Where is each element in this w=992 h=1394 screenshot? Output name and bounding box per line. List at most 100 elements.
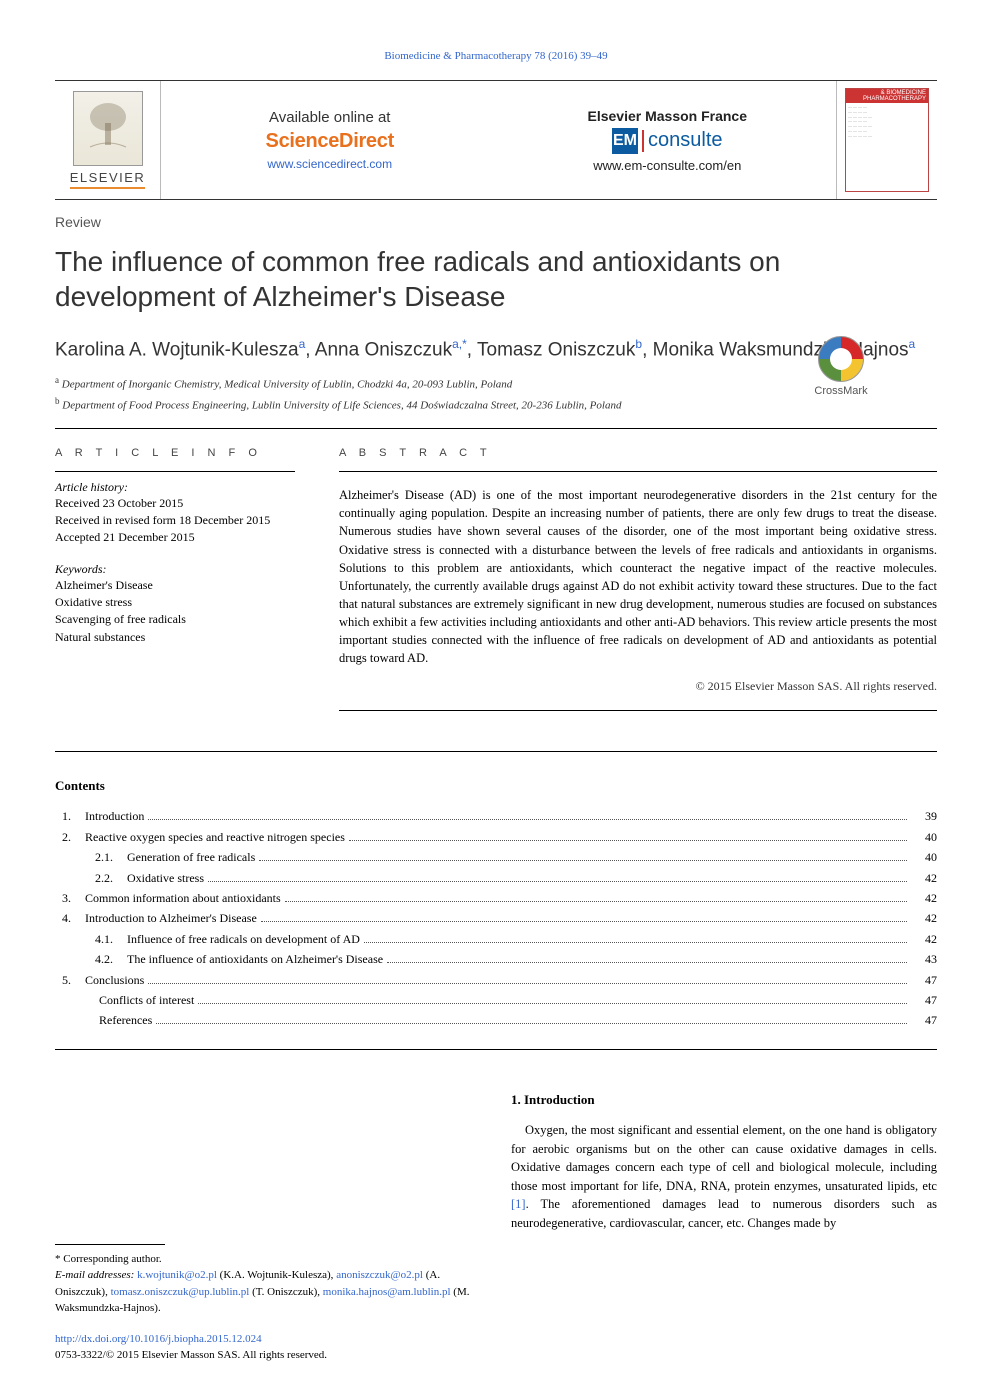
history-item: Accepted 21 December 2015 [55, 529, 295, 546]
toc-title: Conclusions [85, 970, 144, 990]
ref-1-link[interactable]: [1] [511, 1197, 526, 1211]
toc-row[interactable]: 2.2.Oxidative stress 42 [55, 868, 937, 888]
em-consulte-block: Elsevier Masson France EM consulte www.e… [499, 81, 837, 199]
toc-page: 42 [911, 868, 937, 888]
toc-row[interactable]: References 47 [55, 1010, 937, 1030]
toc-title: Generation of free radicals [127, 847, 255, 867]
sciencedirect-link[interactable]: www.sciencedirect.com [267, 157, 392, 171]
em-consulte-link[interactable]: www.em-consulte.com/en [593, 158, 741, 173]
toc-row[interactable]: 4.1.Influence of free radicals on develo… [55, 929, 937, 949]
author-email-link[interactable]: anoniszczuk@o2.pl [333, 1269, 423, 1281]
toc-row[interactable]: 4.2.The influence of antioxidants on Alz… [55, 949, 937, 969]
toc-row[interactable]: 3.Common information about antioxidants … [55, 888, 937, 908]
author-email-who: (T. Oniszczuk), [249, 1286, 320, 1298]
crossmark-badge[interactable]: CrossMark [805, 336, 877, 397]
abstract-text: Alzheimer's Disease (AD) is one of the m… [339, 486, 937, 667]
toc-leader-dots [285, 901, 907, 902]
toc-number: 4.1. [55, 929, 127, 949]
toc-number: 2.2. [55, 868, 127, 888]
journal-cover-thumb: & BIOMEDICINE PHARMACOTHERAPY — — — —— —… [837, 81, 937, 199]
sciencedirect-block: Available online at ScienceDirect www.sc… [161, 81, 499, 199]
toc-title: The influence of antioxidants on Alzheim… [127, 949, 383, 969]
toc-leader-dots [148, 983, 907, 984]
toc-page: 39 [911, 806, 937, 826]
corresponding-author-note: * Corresponding author. [55, 1251, 481, 1268]
abstract-column: A B S T R A C T Alzheimer's Disease (AD)… [339, 447, 937, 725]
article-title: The influence of common free radicals an… [55, 244, 937, 314]
toc-page: 47 [911, 970, 937, 990]
toc-page: 40 [911, 847, 937, 867]
abstract-copyright: © 2015 Elsevier Masson SAS. All rights r… [339, 679, 937, 694]
toc-row[interactable]: 2.1.Generation of free radicals 40 [55, 847, 937, 867]
toc-leader-dots [387, 962, 907, 963]
toc-number: 4. [55, 908, 85, 928]
toc-page: 42 [911, 888, 937, 908]
toc-number: 5. [55, 970, 85, 990]
crossmark-label: CrossMark [814, 385, 867, 397]
table-of-contents: 1.Introduction 392.Reactive oxygen speci… [55, 806, 937, 1030]
email-addresses: E-mail addresses: k.wojtunik@o2.pl (K.A.… [55, 1267, 481, 1317]
toc-title: Conflicts of interest [99, 990, 194, 1010]
toc-title: Oxidative stress [127, 868, 204, 888]
toc-title: Introduction to Alzheimer's Disease [85, 908, 257, 928]
em-square-icon: EM [612, 128, 638, 154]
masthead-center: Available online at ScienceDirect www.sc… [160, 81, 837, 199]
cover-banner: & BIOMEDICINE PHARMACOTHERAPY [846, 89, 928, 103]
em-divider-icon [642, 130, 644, 152]
masthead-strip: ELSEVIER Available online at ScienceDire… [55, 80, 937, 200]
elsevier-logo-block: ELSEVIER [55, 81, 160, 199]
author-email-link[interactable]: k.wojtunik@o2.pl [137, 1269, 217, 1281]
toc-row[interactable]: 2.Reactive oxygen species and reactive n… [55, 827, 937, 847]
toc-title: References [99, 1010, 152, 1030]
email-label: E-mail addresses: [55, 1269, 134, 1281]
article-type-label: Review [55, 214, 937, 230]
available-online-label: Available online at [269, 109, 390, 126]
history-item: Received in revised form 18 December 201… [55, 512, 295, 529]
keywords-label: Keywords: [55, 562, 295, 577]
issn-copyright-line: 0753-3322/© 2015 Elsevier Masson SAS. Al… [55, 1349, 327, 1361]
sciencedirect-logo: ScienceDirect [266, 130, 394, 153]
keyword-item: Oxidative stress [55, 594, 295, 611]
toc-row[interactable]: 5.Conclusions 47 [55, 970, 937, 990]
footnote-rule [55, 1244, 165, 1245]
toc-row[interactable]: 1.Introduction 39 [55, 806, 937, 826]
doi-block: http://dx.doi.org/10.1016/j.biopha.2015.… [55, 1331, 481, 1364]
toc-number: 1. [55, 806, 85, 826]
history-item: Received 23 October 2015 [55, 495, 295, 512]
em-consulte-word: consulte [648, 129, 723, 152]
keyword-item: Alzheimer's Disease [55, 577, 295, 594]
toc-number: 4.2. [55, 949, 127, 969]
toc-leader-dots [198, 1003, 907, 1004]
author-email-link[interactable]: tomasz.oniszczuk@up.lublin.pl [108, 1286, 250, 1298]
doi-link[interactable]: http://dx.doi.org/10.1016/j.biopha.2015.… [55, 1333, 262, 1345]
elsevier-wordmark: ELSEVIER [70, 170, 146, 189]
toc-leader-dots [349, 840, 907, 841]
toc-number: 3. [55, 888, 85, 908]
cover-body-lines: — — — —— — — —— — — — —— — — —— — — — ——… [846, 103, 928, 191]
toc-leader-dots [364, 942, 907, 943]
toc-title: Reactive oxygen species and reactive nit… [85, 827, 345, 847]
toc-row[interactable]: 4.Introduction to Alzheimer's Disease 42 [55, 908, 937, 928]
keyword-item: Natural substances [55, 629, 295, 646]
toc-title: Introduction [85, 806, 144, 826]
keyword-item: Scavenging of free radicals [55, 611, 295, 628]
article-info-heading: A R T I C L E I N F O [55, 447, 295, 459]
toc-page: 43 [911, 949, 937, 969]
section-1-heading: 1. Introduction [511, 1090, 937, 1109]
affiliation: b Department of Food Process Engineering… [55, 395, 937, 414]
toc-page: 47 [911, 990, 937, 1010]
toc-leader-dots [259, 860, 907, 861]
crossmark-icon [818, 336, 864, 382]
toc-page: 40 [911, 827, 937, 847]
toc-page: 42 [911, 929, 937, 949]
toc-number: 2. [55, 827, 85, 847]
toc-page: 47 [911, 1010, 937, 1030]
toc-leader-dots [261, 921, 907, 922]
toc-row[interactable]: Conflicts of interest 47 [55, 990, 937, 1010]
author-email-link[interactable]: monika.hajnos@am.lublin.pl [320, 1286, 451, 1298]
toc-number: 2.1. [55, 847, 127, 867]
divider [55, 428, 937, 429]
contents-heading: Contents [55, 778, 937, 794]
author-email-who: (K.A. Wojtunik-Kulesza), [217, 1269, 334, 1281]
article-info-column: A R T I C L E I N F O Article history: R… [55, 447, 295, 725]
